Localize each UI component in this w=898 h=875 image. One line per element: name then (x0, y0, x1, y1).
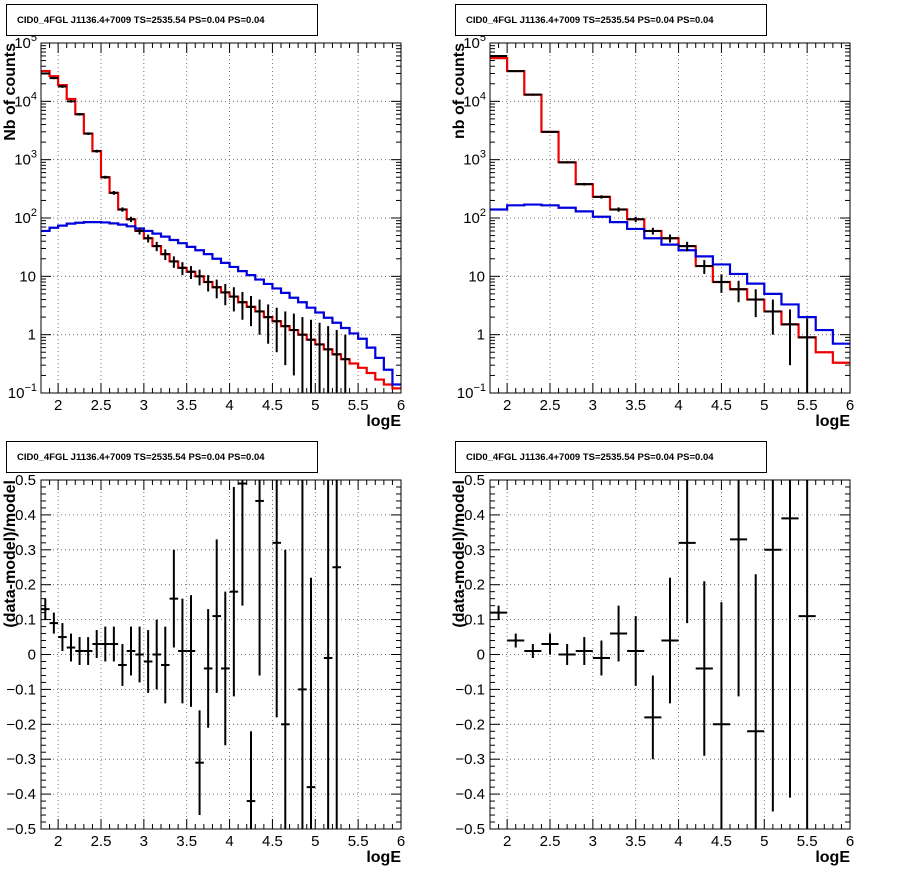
y-tick-label: 103 (14, 149, 37, 169)
x-tick-label: 5.5 (797, 833, 818, 850)
panel-title-bottom-left: CID0_4FGL J1136.4+7009 TS=2535.54 PS=0.0… (6, 441, 318, 473)
x-tick-label: 3.5 (625, 833, 646, 850)
y-tick-label: 0.3 (464, 542, 485, 559)
x-tick-label: 4 (674, 397, 682, 414)
y-tick-label: −0.1 (6, 681, 36, 698)
x-tick-label: 4 (225, 833, 233, 850)
y-tick-label: 104 (463, 90, 486, 110)
x-axis-label: logE (815, 413, 850, 430)
x-tick-label: 4 (225, 397, 233, 414)
x-tick-label: 6 (397, 397, 405, 414)
x-tick-label: 2.5 (540, 397, 561, 414)
x-tick-label: 4.5 (262, 397, 283, 414)
panel-title-top-right: CID0_4FGL J1136.4+7009 TS=2535.54 PS=0.0… (455, 4, 767, 36)
x-tick-label: 5.5 (348, 833, 369, 850)
x-tick-label: 3.5 (625, 397, 646, 414)
y-tick-label: 10 (468, 268, 485, 285)
y-tick-label: 0.5 (15, 472, 36, 489)
panel-title-top-left: CID0_4FGL J1136.4+7009 TS=2535.54 PS=0.0… (6, 4, 318, 36)
x-tick-label: 5 (760, 397, 768, 414)
y-tick-label: −0.5 (6, 821, 36, 838)
x-tick-label: 6 (846, 833, 854, 850)
x-tick-label: 2.5 (91, 397, 112, 414)
y-tick-label: 10−1 (457, 382, 486, 402)
y-tick-label: 103 (463, 149, 486, 169)
total-model-histogram (41, 69, 401, 390)
y-tick-label: 0.4 (464, 507, 485, 524)
y-tick-label: −0.3 (6, 751, 36, 768)
y-tick-label: 0.1 (15, 612, 36, 629)
x-tick-label: 5 (311, 397, 319, 414)
x-tick-label: 5.5 (348, 397, 369, 414)
plot-frame (40, 42, 402, 394)
y-tick-label: 0 (28, 647, 36, 664)
x-tick-label: 2 (503, 833, 511, 850)
x-tick-label: 6 (846, 397, 854, 414)
x-tick-label: 2.5 (540, 833, 561, 850)
x-tick-label: 5 (311, 833, 319, 850)
component-model-histogram (490, 203, 850, 345)
chart-panel-1: 2 2.5 3 3.5 4 4.5 5 5.5 6 10−1 1 10 102 103 104 105 logE… (2, 32, 405, 430)
y-tick-label: 10−1 (8, 382, 37, 402)
chart-panel-2: 2 2.5 3 3.5 4 4.5 5 5.5 6 10−1 1 10 102 103 104 105 logE… (451, 32, 854, 430)
y-tick-label: 0.5 (464, 472, 485, 489)
y-tick-label: 105 (463, 32, 486, 52)
chart-panel-4: 2 2.5 3 3.5 4 4.5 5 5.5 6 −0.5 −0.4 −0.3 −0.2 −0.1 0 0.… (451, 472, 854, 866)
x-tick-label: 3.5 (176, 397, 197, 414)
x-tick-label: 2 (54, 833, 62, 850)
y-axis-label: nb of counts (451, 43, 468, 139)
y-tick-label: 0.1 (464, 612, 485, 629)
x-axis-label: logE (366, 413, 401, 430)
y-axis-label: (data-model)/model (451, 480, 468, 628)
y-tick-label: 0.4 (15, 507, 36, 524)
x-tick-label: 3 (589, 833, 597, 850)
x-tick-label: 2.5 (91, 833, 112, 850)
total-model-histogram (490, 57, 850, 364)
y-axis-label: (data-model)/model (2, 480, 19, 628)
x-tick-label: 5 (760, 833, 768, 850)
x-tick-label: 3 (589, 397, 597, 414)
plot-frame (40, 479, 402, 830)
y-tick-label: 1 (477, 327, 485, 344)
y-tick-label: 102 (463, 207, 486, 227)
y-tick-label: 102 (14, 207, 37, 227)
y-tick-label: −0.4 (455, 786, 485, 803)
y-tick-label: −0.4 (6, 786, 36, 803)
panel-title-bottom-right: CID0_4FGL J1136.4+7009 TS=2535.54 PS=0.0… (455, 441, 767, 473)
component-model-histogram (41, 221, 401, 386)
y-axis-label: Nb of counts (2, 43, 19, 141)
x-tick-label: 6 (397, 833, 405, 850)
x-tick-label: 3 (140, 833, 148, 850)
x-tick-label: 2 (54, 397, 62, 414)
plot-frame (489, 479, 851, 830)
x-tick-label: 4.5 (711, 397, 732, 414)
x-tick-label: 5.5 (797, 397, 818, 414)
y-tick-label: −0.1 (455, 681, 485, 698)
x-tick-label: 4 (674, 833, 682, 850)
y-tick-label: −0.3 (455, 751, 485, 768)
x-tick-label: 4.5 (711, 833, 732, 850)
y-tick-label: −0.5 (455, 821, 485, 838)
plot-frame (489, 42, 851, 394)
x-axis-label: logE (815, 849, 850, 866)
x-tick-label: 4.5 (262, 833, 283, 850)
y-tick-label: −0.2 (455, 716, 485, 733)
x-axis-label: logE (366, 849, 401, 866)
y-tick-label: 0.3 (15, 542, 36, 559)
y-tick-label: 0.2 (464, 577, 485, 594)
y-tick-label: 104 (14, 90, 37, 110)
y-tick-label: 10 (19, 268, 36, 285)
chart-panel-3: 2 2.5 3 3.5 4 4.5 5 5.5 6 −0.5 −0.4 −0.3 −0.2 −0.1 0 0.… (2, 472, 405, 866)
x-tick-label: 3.5 (176, 833, 197, 850)
x-tick-label: 2 (503, 397, 511, 414)
y-tick-label: 105 (14, 32, 37, 52)
y-tick-label: 0 (477, 647, 485, 664)
x-tick-label: 3 (140, 397, 148, 414)
y-tick-label: 1 (28, 327, 36, 344)
y-tick-label: 0.2 (15, 577, 36, 594)
y-tick-label: −0.2 (6, 716, 36, 733)
